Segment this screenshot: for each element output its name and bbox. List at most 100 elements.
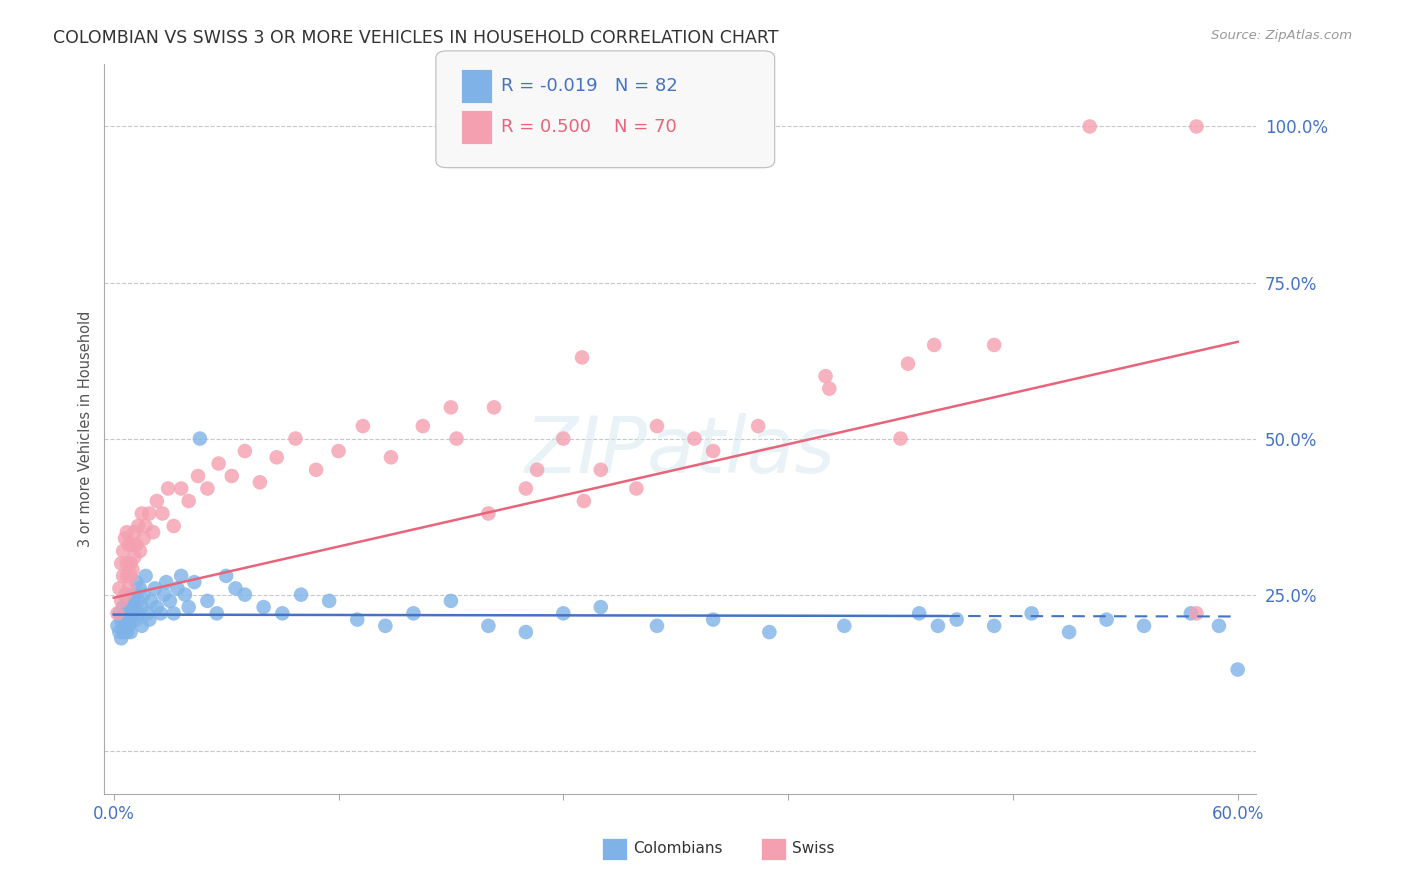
Point xyxy=(115,557,138,571)
Point xyxy=(346,613,368,627)
Point xyxy=(138,613,160,627)
Point xyxy=(477,507,499,521)
Point xyxy=(440,594,463,608)
Point xyxy=(1095,613,1118,627)
Text: ZIPatlas: ZIPatlas xyxy=(524,413,835,489)
Point xyxy=(115,525,138,540)
Point xyxy=(135,519,157,533)
Point xyxy=(149,607,172,621)
Point xyxy=(440,401,463,415)
Point xyxy=(159,594,181,608)
Point xyxy=(115,569,138,583)
Point xyxy=(814,369,837,384)
Point xyxy=(402,607,425,621)
Point xyxy=(146,600,169,615)
Point xyxy=(131,600,153,615)
Point xyxy=(1226,663,1249,677)
Point xyxy=(1133,619,1156,633)
Point xyxy=(572,494,595,508)
Point xyxy=(908,607,931,621)
Point xyxy=(747,419,769,434)
Point xyxy=(945,613,967,627)
Point xyxy=(143,582,166,596)
Point xyxy=(124,525,146,540)
Point xyxy=(233,588,256,602)
Point xyxy=(118,582,141,596)
Point xyxy=(249,475,271,490)
Point xyxy=(110,557,132,571)
Point xyxy=(118,600,141,615)
Point xyxy=(305,463,328,477)
Text: COLOMBIAN VS SWISS 3 OR MORE VEHICLES IN HOUSEHOLD CORRELATION CHART: COLOMBIAN VS SWISS 3 OR MORE VEHICLES IN… xyxy=(53,29,779,46)
Point xyxy=(108,625,131,640)
Point xyxy=(626,482,648,496)
Point xyxy=(120,569,142,583)
Point xyxy=(118,619,141,633)
Text: R = -0.019   N = 82: R = -0.019 N = 82 xyxy=(501,77,678,95)
Point xyxy=(758,625,780,640)
Point xyxy=(121,563,143,577)
Point xyxy=(114,588,136,602)
Point xyxy=(118,613,141,627)
Point xyxy=(328,444,350,458)
Point xyxy=(482,401,505,415)
Point xyxy=(131,619,153,633)
Point xyxy=(412,419,434,434)
Point xyxy=(112,569,135,583)
Point xyxy=(983,338,1005,352)
Point xyxy=(266,450,288,465)
Point xyxy=(136,607,159,621)
Point xyxy=(553,607,575,621)
Point xyxy=(832,619,855,633)
Point xyxy=(645,419,668,434)
Point xyxy=(107,619,129,633)
Point xyxy=(112,625,135,640)
Point xyxy=(112,544,135,558)
Point xyxy=(318,594,340,608)
Point xyxy=(114,607,136,621)
Point xyxy=(121,594,143,608)
Point xyxy=(132,532,155,546)
Point xyxy=(215,569,238,583)
Point xyxy=(129,582,152,596)
Point xyxy=(108,607,131,621)
Y-axis label: 3 or more Vehicles in Household: 3 or more Vehicles in Household xyxy=(79,311,93,548)
Point xyxy=(118,538,141,552)
Point xyxy=(197,482,219,496)
Point xyxy=(983,619,1005,633)
Point xyxy=(129,544,152,558)
Point xyxy=(221,469,243,483)
Point xyxy=(702,444,724,458)
Point xyxy=(571,351,593,365)
Point xyxy=(897,357,920,371)
Text: Colombians: Colombians xyxy=(633,841,723,855)
Point xyxy=(155,575,177,590)
Point xyxy=(125,613,148,627)
Point xyxy=(224,582,246,596)
Point xyxy=(115,594,138,608)
Point xyxy=(553,432,575,446)
Point xyxy=(115,625,138,640)
Point xyxy=(374,619,396,633)
Point xyxy=(177,494,200,508)
Point xyxy=(152,507,174,521)
Point xyxy=(252,600,274,615)
Point xyxy=(114,532,136,546)
Point xyxy=(174,588,197,602)
Point xyxy=(120,557,142,571)
Point xyxy=(121,538,143,552)
Point xyxy=(120,613,142,627)
Text: Source: ZipAtlas.com: Source: ZipAtlas.com xyxy=(1212,29,1353,42)
Point xyxy=(526,463,548,477)
Point xyxy=(153,588,176,602)
Point xyxy=(114,613,136,627)
Point xyxy=(127,519,149,533)
Point xyxy=(284,432,307,446)
Point xyxy=(477,619,499,633)
Point xyxy=(138,507,160,521)
Point xyxy=(1078,120,1101,134)
Point xyxy=(188,432,211,446)
Text: R = 0.500    N = 70: R = 0.500 N = 70 xyxy=(501,118,676,136)
Point xyxy=(818,382,841,396)
Point xyxy=(205,607,228,621)
